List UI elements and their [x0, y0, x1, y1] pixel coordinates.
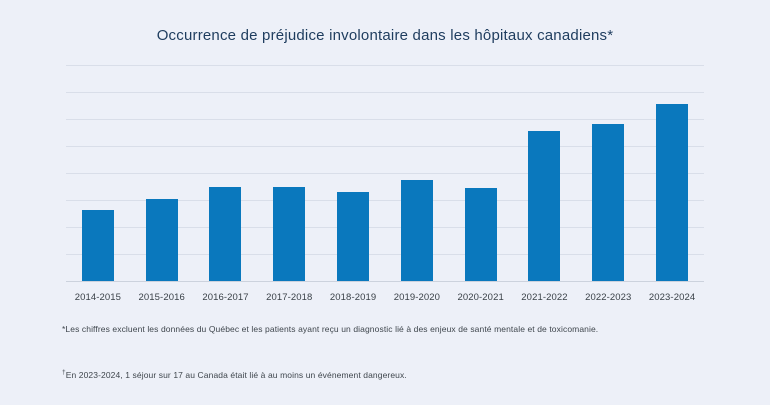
bar-band-2015-2016 [130, 65, 194, 282]
x-tick-label-2016-2017: 2016-2017 [202, 292, 249, 303]
x-tick-label-2022-2023: 2022-2023 [585, 292, 632, 303]
bar-2014-2015 [81, 210, 114, 281]
bar-2017-2018 [273, 187, 306, 281]
bar-2016-2017 [209, 187, 242, 281]
bar-2020-2021 [464, 187, 497, 281]
dagger-marker: † [62, 369, 66, 377]
x-tick-label-2015-2016: 2015-2016 [138, 292, 185, 303]
gridline [66, 254, 704, 255]
bar-band-2019-2020 [385, 65, 449, 282]
bar-2021-2022 [528, 130, 561, 281]
gridline [66, 227, 704, 228]
plot-area [66, 65, 704, 282]
gridline [66, 173, 704, 174]
bar-2022-2023 [592, 124, 625, 281]
footnote-exclusions: *Les chiffres excluent les données du Qu… [62, 324, 598, 334]
gridline [66, 65, 704, 66]
x-tick-label-2021-2022: 2021-2022 [521, 292, 568, 303]
x-tick-label-2019-2020: 2019-2020 [393, 292, 441, 303]
x-tick-label-2023-2024: 2023-2024 [648, 292, 696, 303]
footnote-ratio: †En 2023-2024, 1 séjour sur 17 au Canada… [62, 369, 407, 380]
footnote-exclusions-text: Les chiffres excluent les données du Qué… [65, 324, 599, 334]
bar-2023-2024 [656, 104, 689, 281]
x-axis-labels: 2014-2015 2015-2016 2016-2017 2017-2018 2018… [66, 292, 704, 303]
bar-2019-2020 [400, 179, 433, 281]
bar-band-2023-2024 [640, 65, 704, 282]
bar-2015-2016 [145, 199, 178, 281]
chart-title: Occurrence de préjudice involontaire dan… [156, 27, 614, 44]
footnote-ratio-text: En 2023-2024, 1 séjour sur 17 au Canada … [65, 370, 407, 380]
x-tick-label-2017-2018: 2017-2018 [266, 292, 313, 303]
x-tick-label-2018-2019: 2018-2019 [329, 292, 377, 303]
x-tick-label-2014-2015: 2014-2015 [74, 292, 122, 303]
gridline [66, 146, 704, 147]
bar-band-2014-2015 [66, 65, 130, 282]
x-tick-label-2020-2021: 2020-2021 [457, 292, 504, 303]
bar-band-2020-2021 [449, 65, 513, 282]
bar-series [66, 65, 704, 282]
gridline [66, 119, 704, 120]
bar-band-2022-2023 [576, 65, 640, 282]
bar-band-2017-2018 [257, 65, 321, 282]
asterisk-marker: * [62, 324, 66, 334]
bar-band-2016-2017 [194, 65, 258, 282]
gridline [66, 200, 704, 201]
x-axis-baseline [66, 281, 704, 282]
bar-band-2018-2019 [321, 65, 385, 282]
bar-2018-2019 [337, 192, 370, 281]
bar-band-2021-2022 [513, 65, 577, 282]
gridline [66, 92, 704, 93]
